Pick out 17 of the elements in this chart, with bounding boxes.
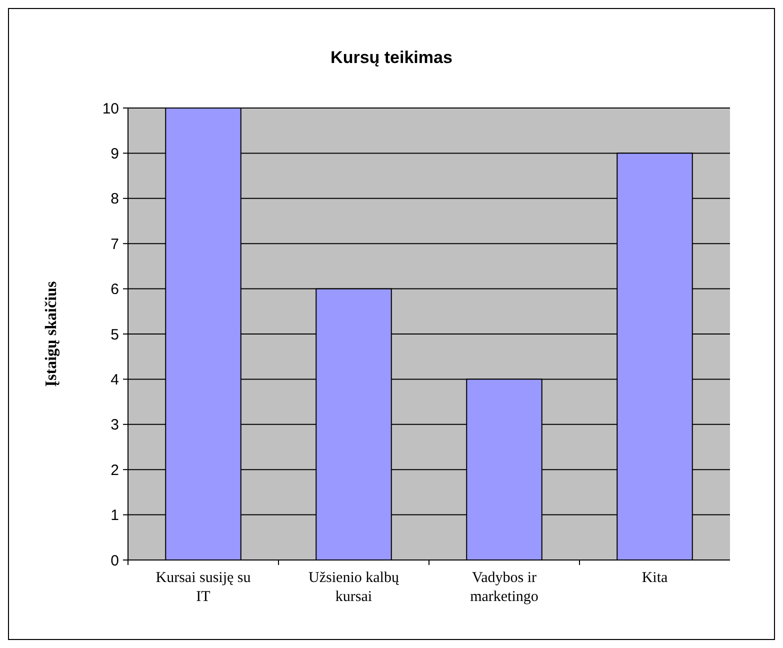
y-axis-title: Įstaigų skaičius: [43, 281, 60, 387]
y-tick-label: 2: [110, 462, 119, 479]
x-tick-label: Vadybos ir marketingo: [470, 570, 538, 605]
chart-title: Kursų teikimas: [330, 48, 452, 67]
x-tick-label: Kursai susiję su IT: [156, 570, 252, 605]
y-tick-label: 7: [110, 236, 119, 253]
y-tick-label: 5: [110, 326, 119, 344]
x-tick-label: Užsienio kalbų kursai: [308, 570, 400, 605]
y-tick-label: 4: [110, 371, 119, 388]
y-tick-label: 1: [110, 507, 119, 524]
y-tick-label: 8: [110, 190, 119, 208]
y-tick-label: 9: [110, 145, 119, 162]
y-tick-label: 6: [110, 281, 119, 298]
y-tick-label: 3: [110, 416, 119, 434]
y-tick-label: 10: [102, 100, 119, 118]
y-tick-label: 0: [110, 552, 119, 570]
x-tick-label: Kita: [642, 570, 668, 586]
